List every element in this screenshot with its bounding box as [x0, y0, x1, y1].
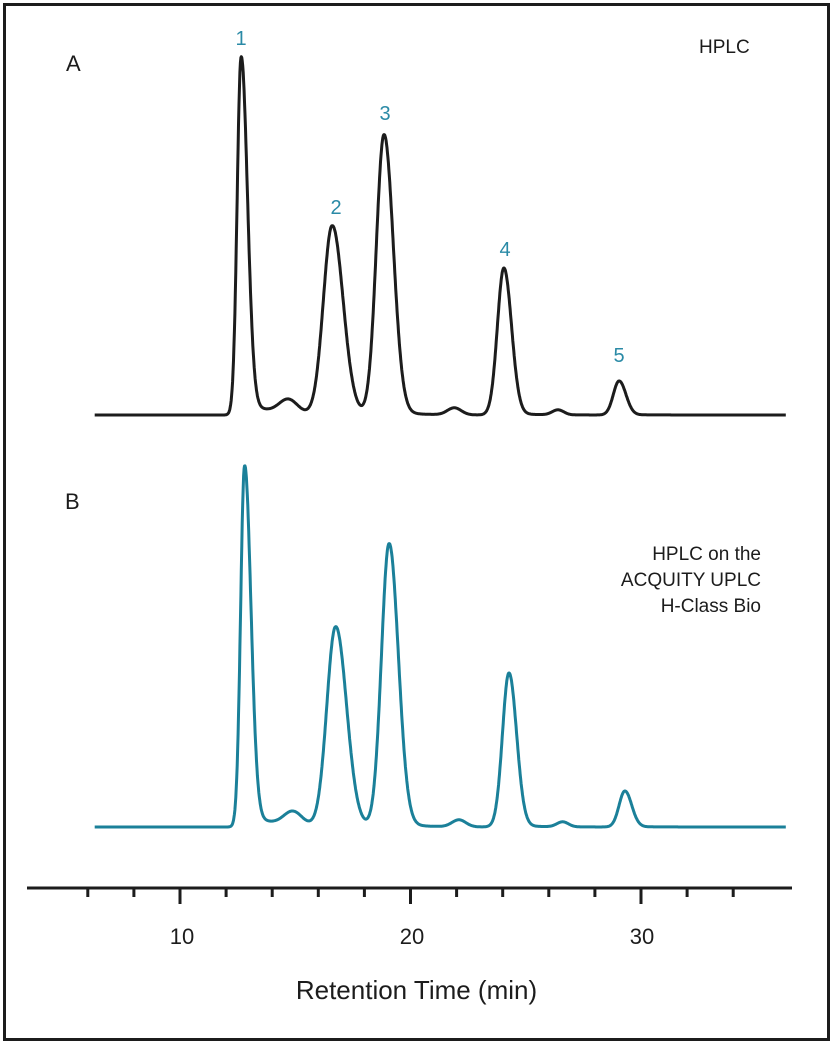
trace-hplc	[93, 55, 787, 417]
panel-b-title-line: H-Class Bio	[660, 596, 761, 617]
peak-label-5: 5	[613, 345, 625, 367]
panel-a-letter: A	[66, 51, 81, 76]
x-axis	[27, 886, 792, 904]
panel-a-title: HPLC	[699, 37, 750, 58]
x-tick-label-30: 30	[629, 924, 655, 949]
panel-b-title: HPLC on the ACQUITY UPLC H-Class Bio	[621, 542, 761, 620]
chart-frame	[3, 3, 830, 1041]
x-tick-label-20: 20	[399, 924, 425, 949]
panel-b-title-line: ACQUITY UPLC	[620, 570, 761, 591]
trace-hplc-acquity	[93, 464, 787, 829]
panel-b-letter: B	[65, 489, 80, 514]
peak-label-2: 2	[330, 197, 342, 219]
x-axis-label: Retention Time (min)	[295, 975, 538, 1005]
panel-b-title-line: HPLC on the	[652, 544, 761, 565]
peak-label-3: 3	[379, 103, 391, 125]
peak-label-4: 4	[499, 239, 511, 261]
peak-label-1: 1	[235, 28, 247, 50]
x-tick-label-10: 10	[169, 924, 195, 949]
